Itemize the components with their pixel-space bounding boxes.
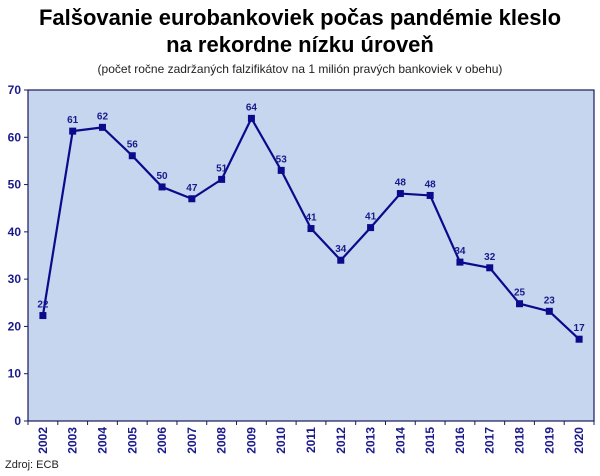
data-point	[426, 191, 434, 199]
data-point	[575, 335, 583, 343]
x-tick-label: 2013	[364, 427, 378, 454]
data-label: 48	[425, 179, 437, 190]
x-tick-label: 2003	[66, 427, 80, 454]
plot-area	[28, 90, 594, 421]
y-axis: 0 10 20 30 40 50 60 70	[8, 83, 28, 428]
data-labels: 22 61 62 56 50 47 51 64 53 41 34 41 48 48 34 32 25 23 17	[37, 102, 585, 334]
x-tick-label: 2016	[453, 427, 467, 454]
x-tick-label: 2011	[304, 427, 318, 453]
data-point	[188, 195, 196, 203]
x-tick-label: 2019	[542, 427, 556, 454]
chart-title-line-2: na rekordne nízku úroveň	[166, 32, 434, 57]
data-label: 32	[484, 252, 496, 263]
data-point	[98, 123, 106, 131]
data-label: 51	[216, 163, 228, 174]
x-tick-label: 2020	[572, 427, 586, 454]
data-point	[367, 224, 375, 232]
data-point	[516, 300, 524, 308]
chart-subtitle: (počet ročne zadržaných falzifikátov na …	[97, 62, 503, 76]
data-point	[545, 307, 553, 315]
data-point	[396, 190, 404, 198]
y-tick-label: 50	[8, 178, 22, 192]
data-label: 25	[514, 288, 526, 299]
data-label: 34	[335, 244, 347, 255]
data-point	[456, 258, 464, 266]
data-label: 17	[574, 323, 586, 334]
x-tick-label: 2008	[215, 427, 229, 454]
x-tick-label: 2017	[483, 427, 497, 454]
x-tick-label: 2018	[513, 427, 527, 454]
data-label: 34	[454, 246, 466, 257]
x-tick-label: 2004	[95, 427, 109, 454]
y-tick-label: 30	[8, 272, 22, 286]
x-tick-label: 2012	[334, 427, 348, 454]
data-label: 23	[544, 295, 556, 306]
y-tick-label: 40	[8, 225, 22, 239]
plot-frame	[27, 89, 595, 422]
data-point	[337, 256, 345, 264]
y-tick-label: 10	[8, 367, 22, 381]
data-point	[69, 127, 77, 135]
data-point	[39, 312, 47, 320]
source-note: Zdroj: ECB	[5, 459, 59, 471]
data-label: 47	[186, 183, 198, 194]
data-label: 53	[276, 154, 288, 165]
y-tick-label: 60	[8, 130, 22, 144]
y-tick-label: 70	[8, 83, 22, 97]
x-tick-label: 2015	[423, 427, 437, 454]
x-tick-label: 2002	[36, 427, 50, 454]
data-point	[218, 175, 226, 183]
chart-title-line-1: Falšovanie eurobankoviek počas pandémie …	[38, 5, 562, 30]
data-label: 22	[37, 300, 49, 311]
x-tick-label: 2006	[155, 427, 169, 454]
data-label: 48	[395, 178, 407, 189]
data-label: 41	[305, 213, 317, 224]
data-point	[307, 225, 315, 233]
x-tick-label: 2007	[185, 427, 199, 454]
data-label: 50	[156, 171, 168, 182]
data-point	[277, 166, 285, 174]
data-point	[158, 183, 166, 191]
x-tick-label: 2005	[125, 427, 139, 454]
data-point	[128, 152, 136, 160]
data-label: 41	[365, 212, 377, 223]
x-tick-label: 2014	[393, 427, 407, 454]
data-label: 61	[67, 115, 79, 126]
data-point	[247, 114, 255, 122]
data-point	[486, 264, 494, 272]
x-tick-label: 2009	[244, 427, 258, 454]
data-label: 56	[127, 140, 139, 151]
x-axis: 2002 2003 2004 2005 2006 2007 2008 2009 2010 2011…	[27, 421, 595, 454]
data-label: 64	[246, 102, 258, 113]
y-tick-label: 0	[14, 414, 21, 428]
data-markers	[39, 114, 583, 343]
data-label: 62	[97, 111, 109, 122]
y-tick-label: 20	[8, 319, 22, 333]
x-tick-label: 2010	[274, 427, 288, 454]
